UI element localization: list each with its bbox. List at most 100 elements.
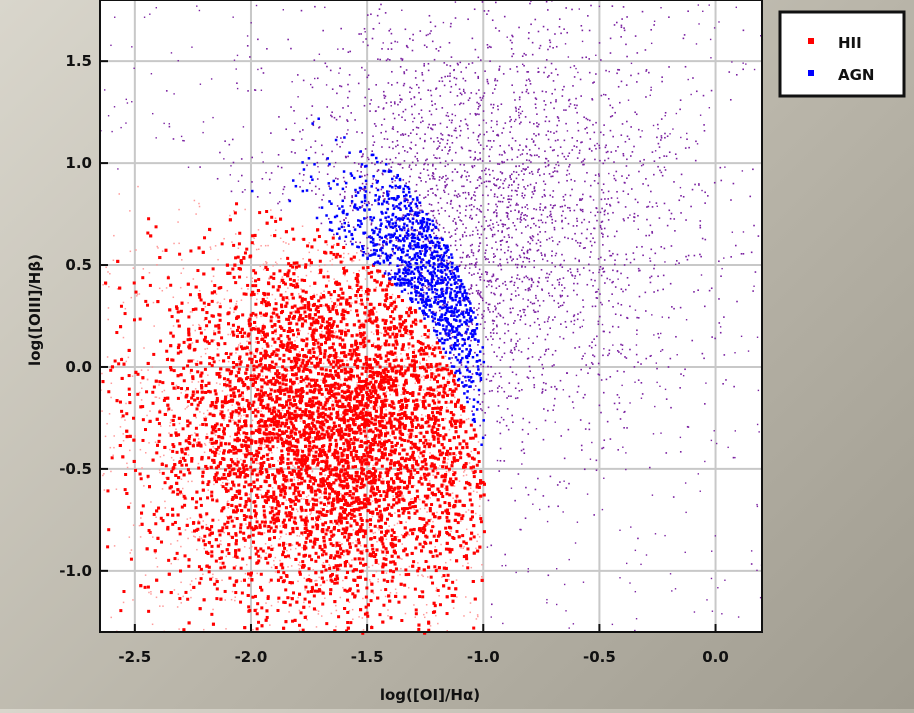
scatter-point — [597, 143, 598, 144]
scatter-point — [573, 290, 575, 292]
scatter-point — [670, 573, 671, 574]
scatter-point — [536, 113, 538, 115]
scatter-point — [261, 68, 263, 70]
scatter-point — [340, 493, 342, 495]
scatter-point — [501, 132, 503, 134]
scatter-point — [416, 184, 418, 186]
scatter-point — [311, 190, 313, 192]
scatter-point — [533, 208, 535, 210]
scatter-point — [545, 166, 547, 168]
scatter-point — [535, 144, 537, 146]
scatter-point — [399, 447, 401, 449]
scatter-point — [498, 405, 500, 407]
scatter-point — [528, 287, 530, 289]
scatter-point — [551, 93, 553, 95]
scatter-point — [199, 536, 201, 538]
scatter-point — [328, 218, 330, 220]
scatter-point — [527, 433, 529, 435]
scatter-point — [450, 26, 452, 28]
scatter-point — [515, 110, 517, 112]
scatter-point — [409, 38, 411, 40]
scatter-point — [581, 449, 583, 451]
scatter-point — [464, 170, 466, 172]
scatter-point — [354, 162, 356, 164]
scatter-point — [510, 395, 512, 397]
scatter-point — [476, 214, 478, 216]
scatter-point — [579, 274, 581, 276]
scatter-point — [460, 130, 462, 132]
scatter-point — [488, 309, 490, 311]
scatter-point — [364, 432, 366, 434]
scatter-point — [555, 350, 557, 352]
scatter-point — [452, 180, 454, 182]
scatter-point — [572, 238, 574, 240]
scatter-point — [243, 406, 245, 408]
scatter-point — [423, 63, 425, 65]
scatter-point — [441, 107, 443, 109]
scatter-point — [112, 455, 114, 457]
scatter-point — [661, 81, 663, 83]
scatter-point — [534, 155, 536, 157]
scatter-point — [131, 101, 132, 102]
scatter-point — [636, 329, 638, 331]
scatter-point — [496, 216, 498, 218]
scatter-point — [238, 361, 240, 363]
scatter-point — [249, 470, 251, 472]
scatter-point — [589, 196, 591, 198]
scatter-point — [617, 449, 619, 451]
scatter-point — [363, 190, 365, 192]
scatter-point — [510, 210, 512, 212]
scatter-point — [700, 115, 701, 116]
scatter-point — [400, 353, 402, 355]
scatter-point — [285, 242, 287, 244]
scatter-point — [297, 74, 299, 76]
scatter-point — [299, 186, 301, 188]
scatter-point — [379, 59, 381, 61]
scatter-point — [637, 538, 639, 540]
scatter-point — [505, 178, 507, 180]
scatter-point — [543, 100, 545, 102]
scatter-point — [541, 364, 543, 366]
scatter-point — [446, 126, 448, 128]
scatter-point — [472, 324, 473, 325]
scatter-point — [610, 438, 612, 440]
scatter-point — [269, 179, 271, 181]
scatter-point — [148, 592, 150, 594]
scatter-point — [334, 332, 336, 334]
scatter-point — [471, 209, 473, 211]
scatter-point — [491, 286, 493, 288]
scatter-point — [393, 175, 395, 177]
scatter-point — [551, 255, 553, 257]
scatter-point — [299, 535, 301, 537]
scatter-point — [394, 103, 396, 105]
scatter-point — [490, 219, 492, 221]
scatter-point — [405, 28, 407, 30]
scatter-point — [463, 546, 465, 548]
scatter-point — [481, 410, 483, 412]
scatter-point — [405, 182, 407, 184]
scatter-point — [498, 385, 500, 387]
scatter-point — [538, 282, 540, 284]
scatter-point — [403, 71, 405, 73]
scatter-point — [492, 19, 494, 21]
scatter-point — [375, 366, 377, 368]
scatter-point — [484, 92, 486, 94]
scatter-point — [590, 5, 592, 7]
scatter-point — [603, 134, 605, 136]
scatter-point — [566, 32, 568, 34]
scatter-point — [298, 564, 300, 566]
scatter-point — [446, 143, 448, 145]
scatter-point — [519, 144, 521, 146]
scatter-point — [471, 218, 473, 220]
scatter-point — [404, 160, 406, 162]
scatter-point — [353, 529, 355, 531]
scatter-point — [567, 238, 569, 240]
scatter-point — [589, 138, 591, 140]
scatter-point — [570, 272, 572, 274]
scatter-point — [488, 169, 490, 171]
scatter-point — [588, 264, 590, 266]
scatter-point — [711, 578, 712, 579]
scatter-point — [278, 116, 280, 118]
scatter-point — [187, 481, 189, 483]
scatter-point — [574, 278, 575, 279]
